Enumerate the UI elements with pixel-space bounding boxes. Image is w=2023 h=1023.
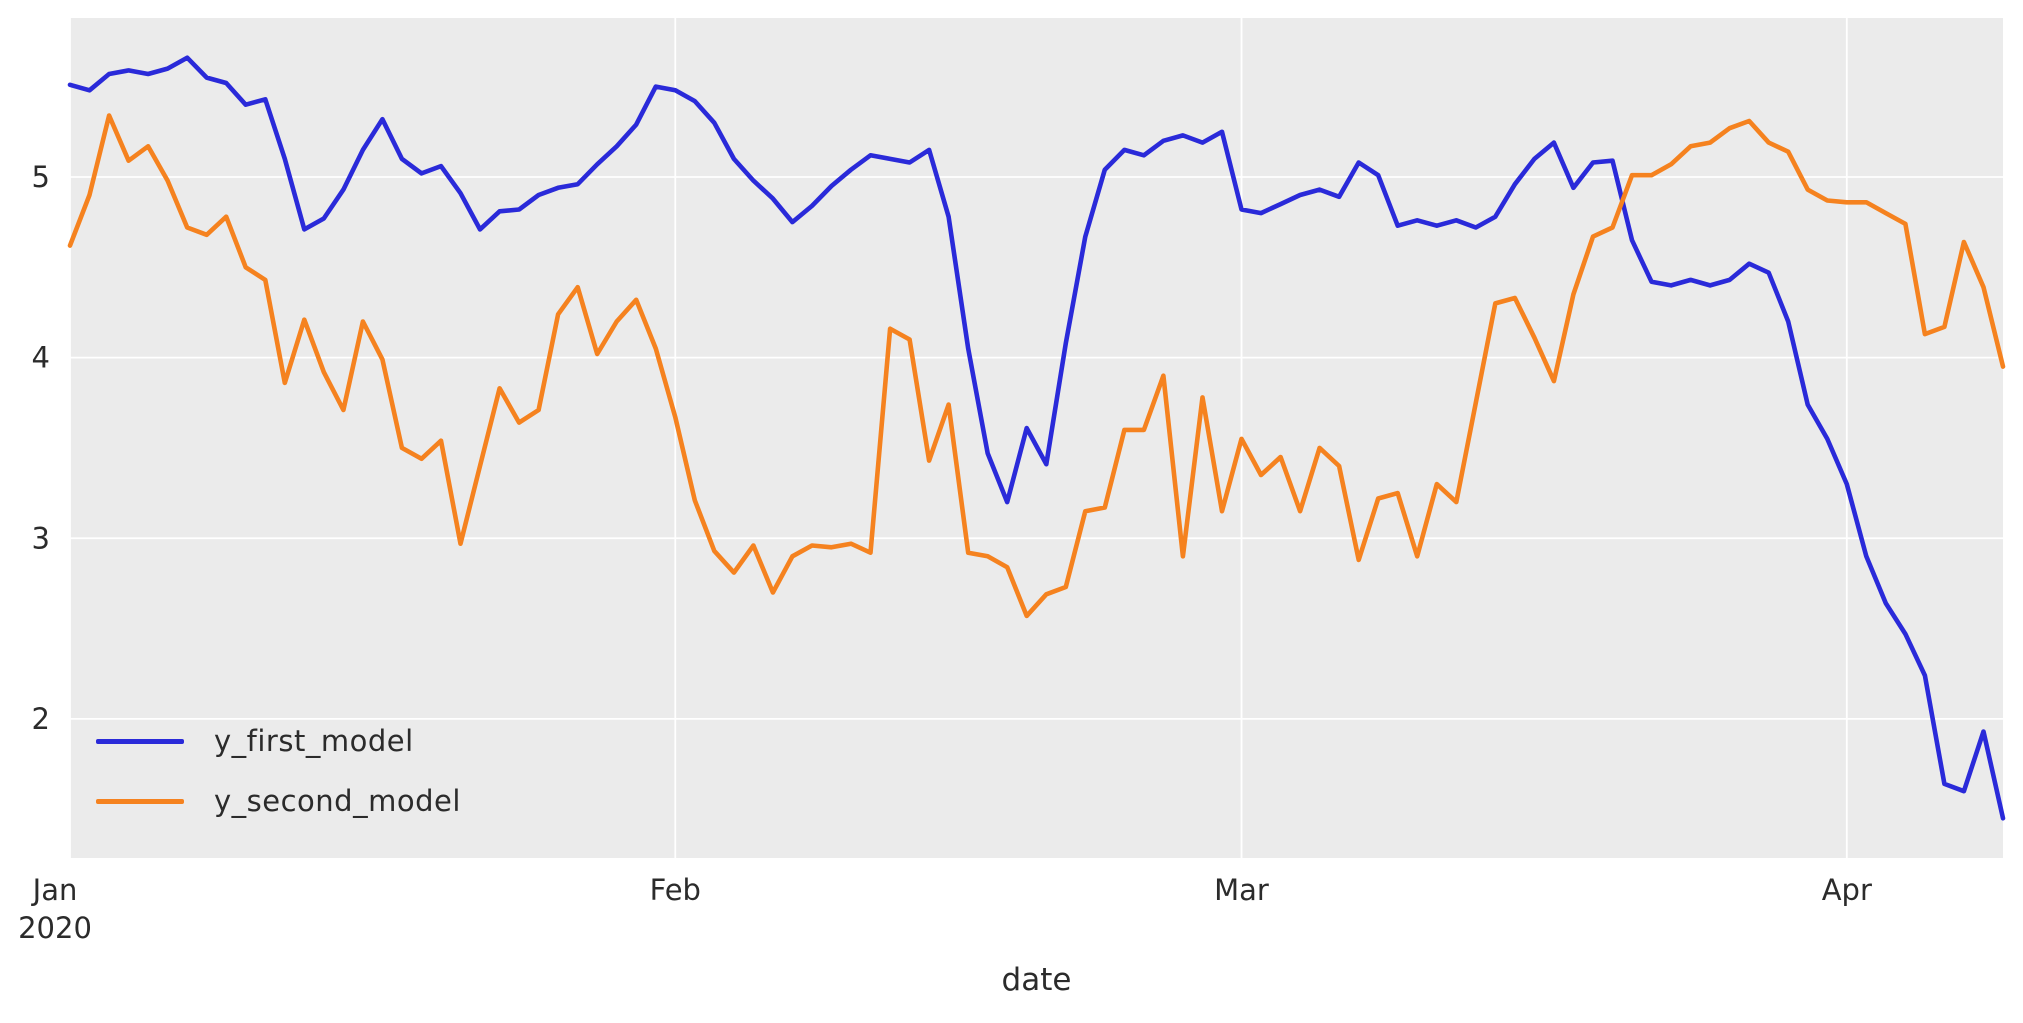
legend-label-first-model: y_first_model [214,724,414,758]
y-second-model-line [67,113,2006,619]
x-tick-label: Jan [31,873,78,907]
legend-label-second-model: y_second_model [214,784,461,818]
y-tick-label: 5 [32,160,50,194]
x-tick-label: Apr [1822,873,1872,907]
x-tick-label: Feb [650,873,701,907]
legend-item-second-model: y_second_model [96,778,461,824]
y-first-model-line [67,55,2006,821]
y-tick-label: 2 [32,702,50,736]
x-tick-label: Mar [1214,873,1269,907]
x-tick-year-label: 2020 [18,911,92,945]
legend-line-second-model [96,798,184,804]
y-tick-label: 4 [32,341,50,375]
legend-line-first-model [96,738,184,744]
legend-item-first-model: y_first_model [96,718,461,764]
x-axis-title: date [1001,962,1072,998]
y-tick-label: 3 [32,521,50,555]
chart-legend: y_first_model y_second_model [96,718,461,824]
